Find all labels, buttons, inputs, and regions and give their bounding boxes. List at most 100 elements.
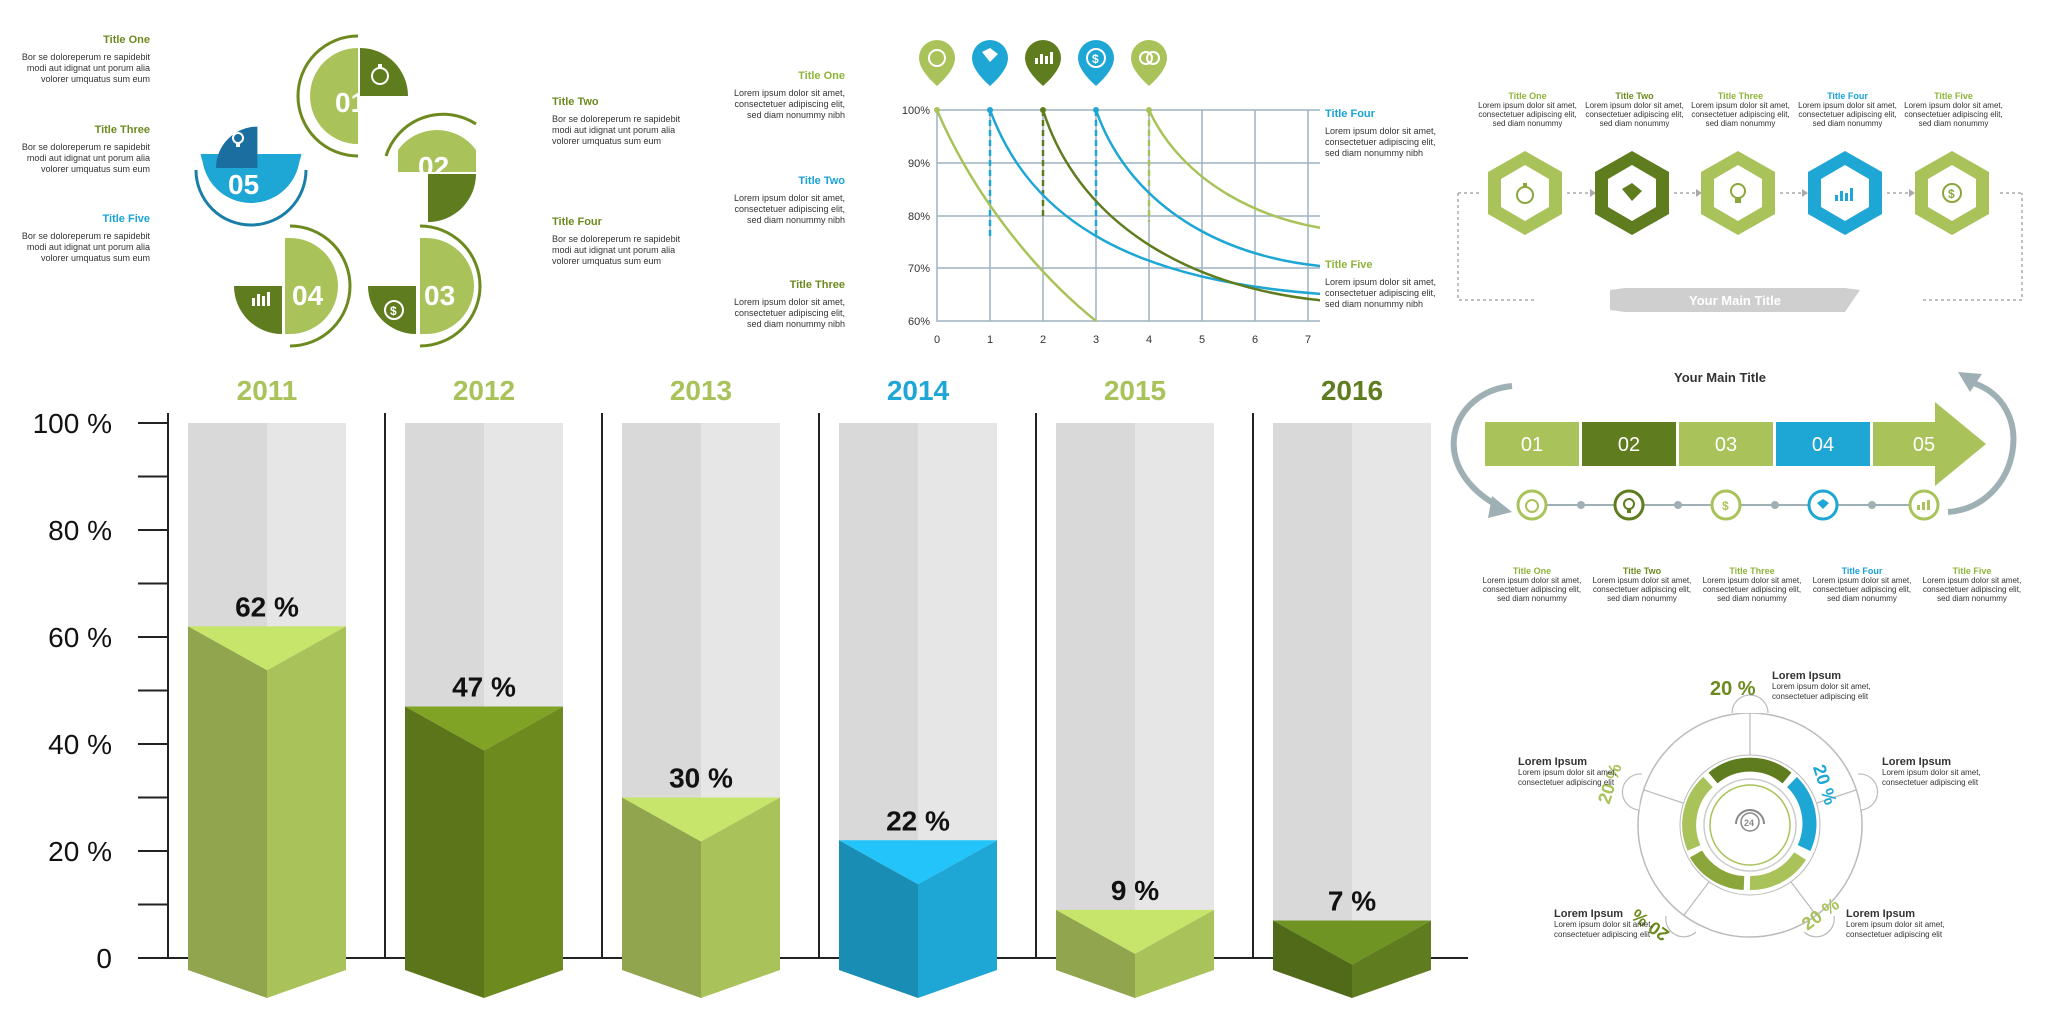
step-title: Title Two	[1615, 91, 1654, 101]
step-title: Title Four	[1827, 91, 1868, 101]
x-tick: 3	[1093, 334, 1099, 346]
bar	[839, 840, 918, 998]
bar-background	[1273, 423, 1352, 970]
x-tick: 5	[1199, 334, 1205, 346]
bar-chart-marks: 62 % 2011 47 % 2012 30 % 2013 22 % 2014 9 % 2015 7…	[188, 375, 1431, 998]
label-text: Bor se doloreperum re sapidebit modi aut…	[21, 52, 150, 84]
label-text: Bor se doloreperum re sapidebit modi aut…	[21, 142, 150, 174]
bar-background	[1352, 423, 1431, 970]
label-text: Lorem ipsum dolor sit amet, consectetuer…	[1554, 920, 1653, 939]
cycle-arrow-left	[1450, 383, 1513, 510]
bar-chart-icon	[1835, 188, 1853, 201]
bar-top	[1056, 909, 1214, 954]
step-text: Lorem ipsum dolor sit amet, consectetuer…	[1904, 101, 2003, 128]
bar	[1352, 920, 1431, 998]
step-text: Lorem ipsum dolor sit amet, consectetuer…	[1922, 576, 2022, 603]
donut-label-left: Lorem Ipsum Lorem ipsum dolor sit amet, …	[1518, 756, 1628, 788]
circle-label-title-five: Title Five Bor se doloreperum re sapideb…	[20, 213, 150, 264]
x-tick: 1	[987, 334, 993, 346]
svg-text:24: 24	[1744, 818, 1754, 828]
segment-03	[1679, 422, 1773, 466]
stopwatch-icon	[371, 64, 389, 85]
hex-step-1-label: Title One Lorem ipsum dolor sit amet, co…	[1475, 91, 1580, 128]
headset-24-icon: 24	[1735, 809, 1765, 832]
bar-chart-icon	[1908, 489, 1940, 521]
bar	[188, 626, 267, 998]
main-title-banner	[1610, 288, 1860, 312]
donut-label-bottom-left: Lorem Ipsum Lorem ipsum dolor sit amet, …	[1554, 908, 1664, 940]
bar-value-label: 62 %	[235, 591, 299, 622]
lightbulb-icon	[1730, 183, 1746, 203]
circle-label-title-two: Title Two Bor se doloreperum re sapidebi…	[552, 96, 682, 147]
label-text: Bor se doloreperum re sapidebit modi aut…	[552, 234, 681, 266]
x-tick: 2	[1040, 334, 1046, 346]
stopwatch-icon	[1516, 183, 1534, 204]
label-title: Title One	[798, 70, 845, 82]
bar-value-label: 22 %	[886, 805, 950, 836]
segment-label: 02	[1618, 434, 1640, 456]
bar-top	[1273, 920, 1431, 965]
dollar-cycle-icon: $	[384, 300, 404, 320]
svg-text:$: $	[390, 304, 397, 318]
segment-label: 05	[1913, 434, 1935, 456]
arrow-step-3-label: Title Three Lorem ipsum dolor sit amet, …	[1700, 566, 1804, 603]
hexagon-step-1	[1488, 151, 1562, 235]
pin-stopwatch	[919, 40, 955, 86]
puzzle-icon	[1807, 489, 1839, 521]
bar-chart-axis: 100 % 80 % 60 % 40 % 20 % 0	[33, 408, 1468, 974]
y-tick: 70%	[908, 263, 930, 275]
bar-top	[839, 840, 997, 885]
label-title: Lorem Ipsum	[1518, 756, 1588, 768]
pin-brain	[1131, 40, 1167, 86]
chart-grid	[936, 109, 1320, 322]
label-text: Bor se doloreperum re sapidebit modi aut…	[21, 231, 150, 263]
hexagon-step-2	[1595, 151, 1669, 235]
bar-category-label: 2011	[237, 375, 298, 406]
donut-label-bottom-right: Lorem Ipsum Lorem ipsum dolor sit amet, …	[1846, 908, 1956, 940]
dollar-cycle-icon: $	[1942, 183, 1962, 203]
donut-ring	[1682, 757, 1817, 891]
arrow-step-2-label: Title Two Lorem ipsum dolor sit amet, co…	[1590, 566, 1694, 603]
label-title: Title Three	[789, 279, 845, 291]
circle-piece-04: 04	[234, 224, 352, 348]
y-tick: 60%	[908, 316, 930, 328]
svg-text:$: $	[1948, 187, 1955, 201]
bar-value-label: 30 %	[669, 763, 733, 794]
label-title: Title One	[103, 34, 150, 46]
dollar-cycle-icon: $	[1710, 489, 1742, 521]
svg-text:$: $	[1722, 499, 1729, 513]
segment-label: 04	[1812, 434, 1834, 456]
circle-piece-03: 03 $	[368, 224, 482, 348]
hex-step-2-label: Title Two Lorem ipsum dolor sit amet, co…	[1582, 91, 1687, 128]
bar-chart-icon	[1035, 52, 1053, 64]
label-title: Title Five	[1325, 259, 1373, 271]
bar-category-label: 2016	[1321, 375, 1383, 406]
lightbulb-icon	[1613, 489, 1645, 521]
step-text: Lorem ipsum dolor sit amet, consectetuer…	[1691, 101, 1790, 128]
step-title: Title Five	[1952, 566, 1992, 576]
step-title: Title One	[1508, 91, 1547, 101]
circle-label-title-four: Title Four Bor se doloreperum re sapideb…	[552, 216, 682, 267]
bar-category-label: 2013	[670, 375, 732, 406]
pin-puzzle	[972, 40, 1008, 86]
y-tick-label: 100 %	[33, 408, 112, 439]
hexagon-step-5: $	[1915, 151, 1989, 235]
step-text: Lorem ipsum dolor sit amet, consectetuer…	[1585, 101, 1684, 128]
label-text: Lorem ipsum dolor sit amet, consectetuer…	[733, 88, 845, 120]
step-title: Title Two	[1622, 566, 1662, 576]
segment-05	[1873, 402, 1986, 486]
line-label-title-two: Title Two Lorem ipsum dolor sit amet, co…	[720, 175, 845, 226]
circle-pieces: 01 02 05	[194, 34, 482, 348]
step-title: Title Three	[1717, 91, 1764, 101]
arrow-diagram: 01 02 03 04 05 $	[1450, 372, 2017, 521]
label-title: Title Four	[552, 216, 602, 228]
piece-number: 05	[228, 169, 259, 200]
y-tick-label: 80 %	[48, 515, 112, 546]
label-text: Lorem ipsum dolor sit amet, consectetuer…	[1325, 277, 1437, 309]
step-title: Title Three	[1729, 566, 1775, 576]
step-text: Lorem ipsum dolor sit amet, consectetuer…	[1482, 576, 1582, 603]
bar-background	[1056, 423, 1135, 970]
circle-label-title-one: Title One Bor se doloreperum re sapidebi…	[20, 34, 150, 85]
hexagon-step-3	[1701, 151, 1775, 235]
label-title: Lorem Ipsum	[1882, 756, 1952, 768]
